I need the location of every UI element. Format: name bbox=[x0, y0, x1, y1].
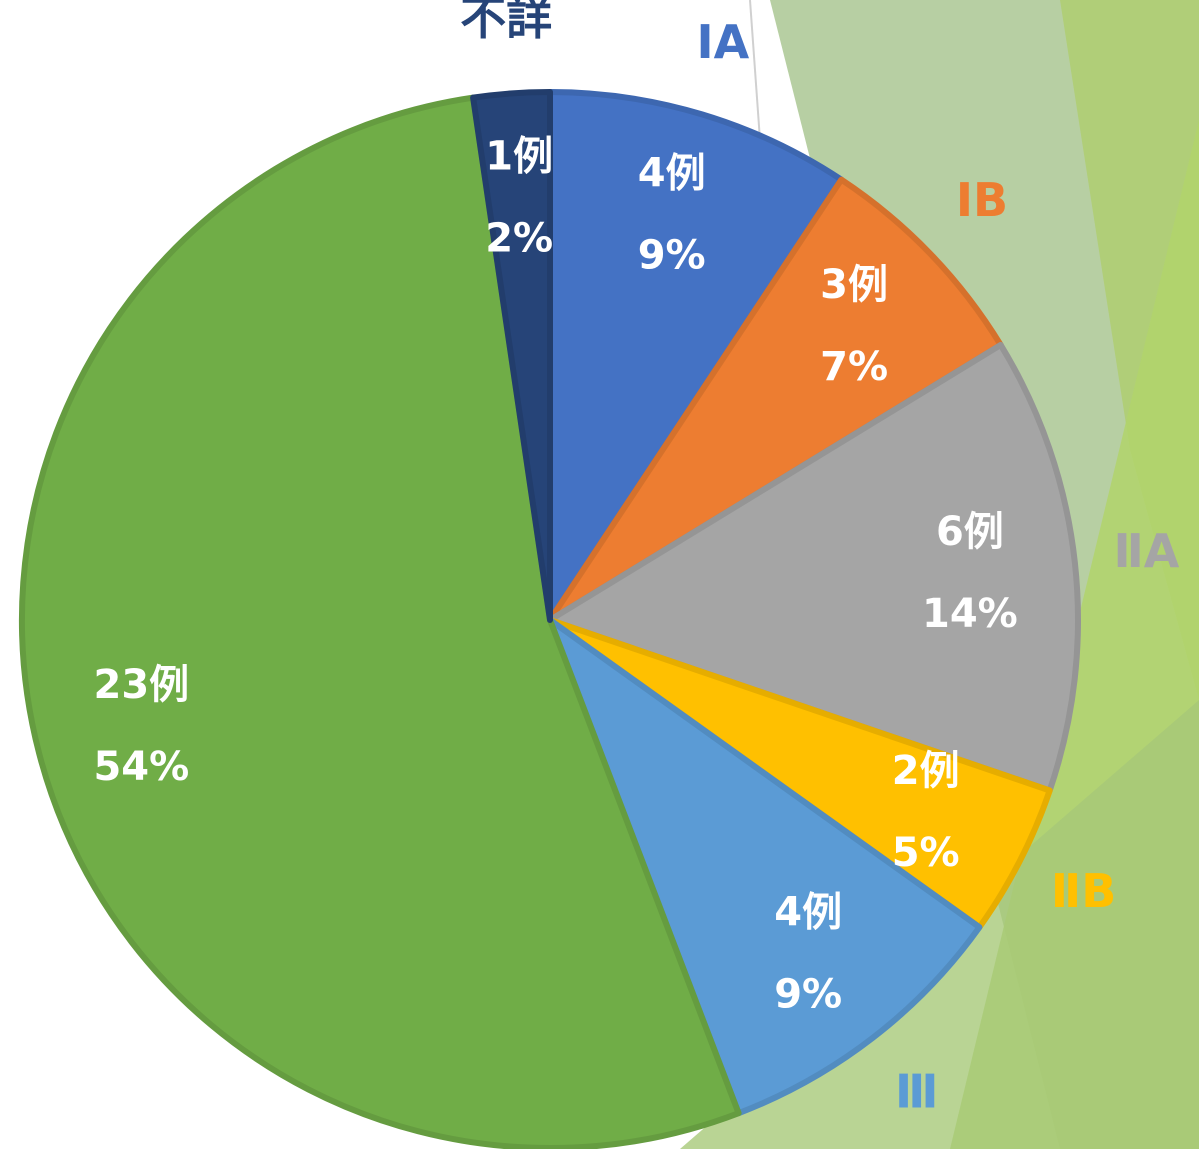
category-label: ⅡA bbox=[1113, 524, 1179, 578]
value-label: 23例 bbox=[93, 662, 189, 708]
category-label: 不詳 bbox=[460, 0, 552, 45]
percentage-label: 5% bbox=[892, 830, 960, 876]
chart: 4例 9% ⅠA 3例 7% ⅠB 6例 14% ⅡA 2例 5% ⅡB 4例 9% Ⅲ 23例 54% 1例 2%… bbox=[0, 0, 1199, 1149]
value-label: 4例 bbox=[774, 889, 842, 935]
category-label: ⅠA bbox=[697, 15, 750, 69]
value-label: 2例 bbox=[892, 748, 960, 794]
value-label: 4例 bbox=[638, 151, 706, 197]
category-label: ⅡB bbox=[1051, 864, 1116, 918]
category-label: Ⅲ bbox=[895, 1064, 938, 1118]
percentage-label: 7% bbox=[820, 344, 888, 390]
value-label: 1例 bbox=[485, 134, 553, 180]
percentage-label: 2% bbox=[485, 216, 553, 262]
percentage-label: 9% bbox=[774, 971, 842, 1017]
percentage-label: 14% bbox=[922, 591, 1018, 637]
value-label: 6例 bbox=[936, 509, 1004, 555]
percentage-label: 9% bbox=[638, 233, 706, 279]
percentage-label: 54% bbox=[93, 744, 189, 790]
category-label: ⅠB bbox=[956, 173, 1008, 227]
value-label: 3例 bbox=[820, 262, 888, 308]
